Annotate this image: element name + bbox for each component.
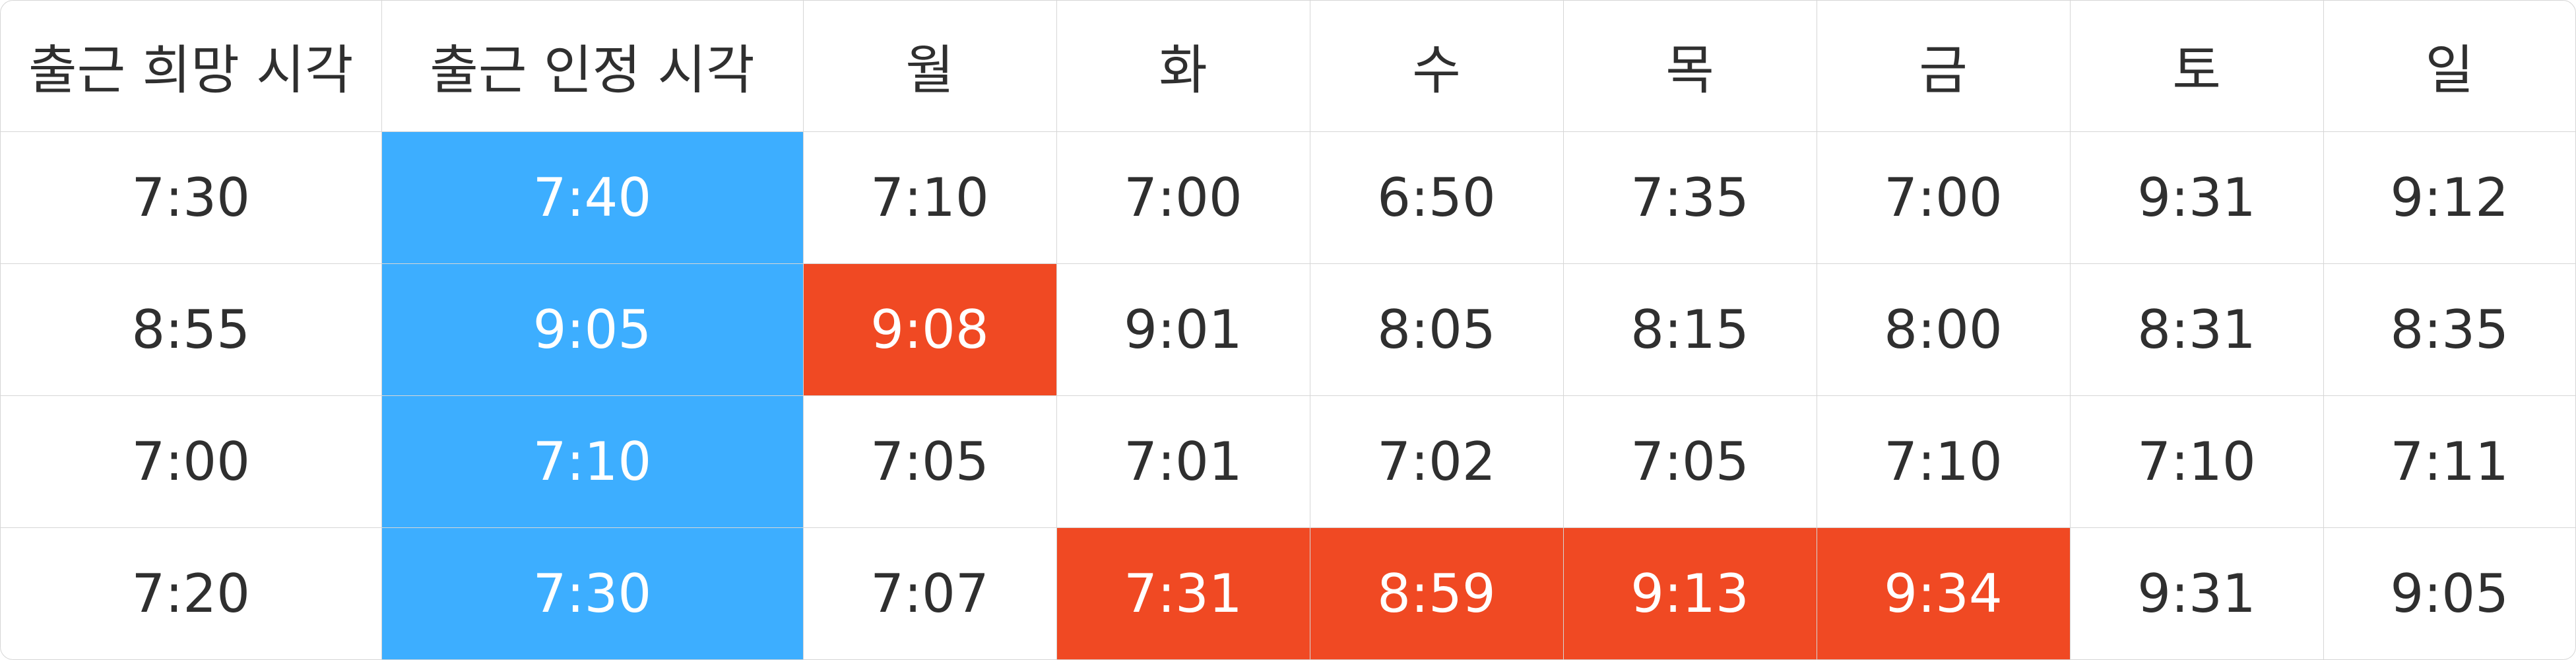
table-row: 7:30 7:40 7:10 7:00 6:50 7:35 7:00 9:31 … — [1, 131, 2575, 264]
monday-cell: 7:07 — [802, 527, 1057, 659]
sunday-cell: 8:35 — [2323, 263, 2575, 396]
certified-time-cell: 7:30 — [381, 527, 804, 659]
sunday-cell: 9:05 — [2323, 527, 2575, 659]
thursday-cell: 7:35 — [1562, 131, 1817, 264]
wednesday-cell-late: 8:59 — [1309, 527, 1564, 659]
saturday-cell: 9:31 — [2069, 527, 2324, 659]
friday-cell: 7:00 — [1816, 131, 2071, 264]
tuesday-cell-late: 7:31 — [1056, 527, 1310, 659]
tuesday-cell: 9:01 — [1056, 263, 1310, 396]
monday-cell: 7:10 — [802, 131, 1057, 264]
desired-time-cell: 8:55 — [1, 263, 382, 396]
header-friday: 금 — [1816, 1, 2071, 132]
header-row: 출근 희망 시각 출근 인정 시각 월 화 수 목 금 토 일 — [1, 1, 2575, 132]
wednesday-cell: 6:50 — [1309, 131, 1564, 264]
saturday-cell: 7:10 — [2069, 395, 2324, 528]
desired-time-cell: 7:20 — [1, 527, 382, 659]
monday-cell-late: 9:08 — [802, 263, 1057, 396]
header-thursday: 목 — [1562, 1, 1817, 132]
friday-cell: 8:00 — [1816, 263, 2071, 396]
monday-cell: 7:05 — [802, 395, 1057, 528]
tuesday-cell: 7:01 — [1056, 395, 1310, 528]
thursday-cell-late: 9:13 — [1562, 527, 1817, 659]
table-row: 8:55 9:05 9:08 9:01 8:05 8:15 8:00 8:31 … — [1, 263, 2575, 396]
header-certified-time: 출근 인정 시각 — [381, 1, 804, 132]
wednesday-cell: 8:05 — [1309, 263, 1564, 396]
table-row: 7:20 7:30 7:07 7:31 8:59 9:13 9:34 9:31 … — [1, 527, 2575, 659]
thursday-cell: 8:15 — [1562, 263, 1817, 396]
header-wednesday: 수 — [1309, 1, 1564, 132]
table-row: 7:00 7:10 7:05 7:01 7:02 7:05 7:10 7:10 … — [1, 395, 2575, 528]
desired-time-cell: 7:30 — [1, 131, 382, 264]
header-tuesday: 화 — [1056, 1, 1310, 132]
friday-cell: 7:10 — [1816, 395, 2071, 528]
tuesday-cell: 7:00 — [1056, 131, 1310, 264]
desired-time-cell: 7:00 — [1, 395, 382, 528]
certified-time-cell: 7:40 — [381, 131, 804, 264]
certified-time-cell: 7:10 — [381, 395, 804, 528]
certified-time-cell: 9:05 — [381, 263, 804, 396]
sunday-cell: 7:11 — [2323, 395, 2575, 528]
header-monday: 월 — [802, 1, 1057, 132]
wednesday-cell: 7:02 — [1309, 395, 1564, 528]
thursday-cell: 7:05 — [1562, 395, 1817, 528]
header-sunday: 일 — [2323, 1, 2575, 132]
header-desired-time: 출근 희망 시각 — [1, 1, 382, 132]
saturday-cell: 8:31 — [2069, 263, 2324, 396]
sunday-cell: 9:12 — [2323, 131, 2575, 264]
header-saturday: 토 — [2069, 1, 2324, 132]
friday-cell-late: 9:34 — [1816, 527, 2071, 659]
saturday-cell: 9:31 — [2069, 131, 2324, 264]
